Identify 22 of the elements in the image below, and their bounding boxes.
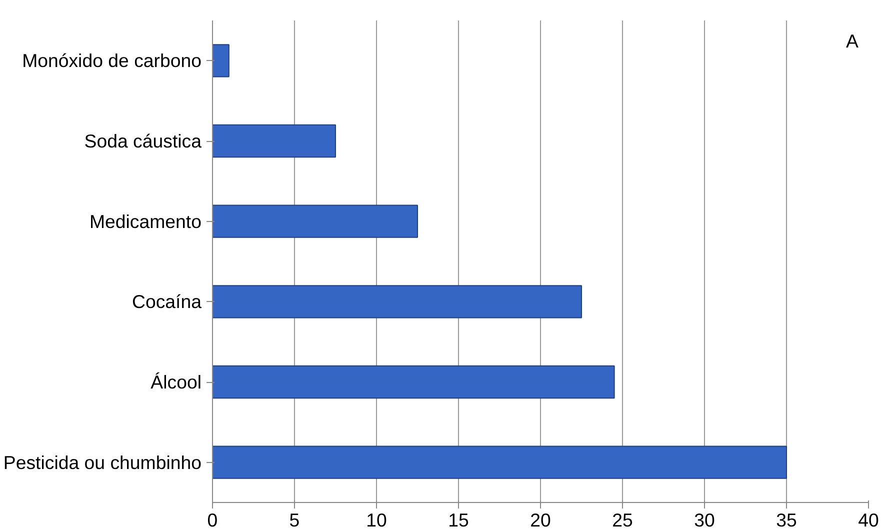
- x-tick-label: 15: [448, 510, 469, 529]
- y-tick-label: Medicamento: [90, 210, 202, 232]
- x-tick-label: 5: [289, 510, 300, 529]
- x-tick-label: 10: [366, 510, 387, 529]
- annotation: A: [846, 30, 860, 52]
- y-tick-label: Monóxido de carbono: [22, 50, 202, 72]
- bar: [212, 44, 230, 78]
- x-tick-label: 20: [530, 510, 551, 529]
- bar: [212, 365, 615, 399]
- bar: [212, 446, 787, 479]
- x-tick-label: 35: [776, 510, 797, 529]
- y-tick-label: Cocaína: [132, 291, 202, 312]
- bar: [212, 204, 418, 238]
- y-tick-label: Álcool: [150, 372, 202, 392]
- bar: [212, 124, 336, 158]
- y-tick-label: Pesticida ou chumbinho: [3, 452, 202, 473]
- x-tick-label: 25: [612, 510, 633, 529]
- x-tick-label: 30: [694, 510, 715, 529]
- x-tick-label: 0: [207, 510, 218, 529]
- bar: [212, 285, 582, 318]
- x-tick-label: 40: [858, 510, 879, 529]
- y-tick-label: Soda cáustica: [84, 130, 202, 152]
